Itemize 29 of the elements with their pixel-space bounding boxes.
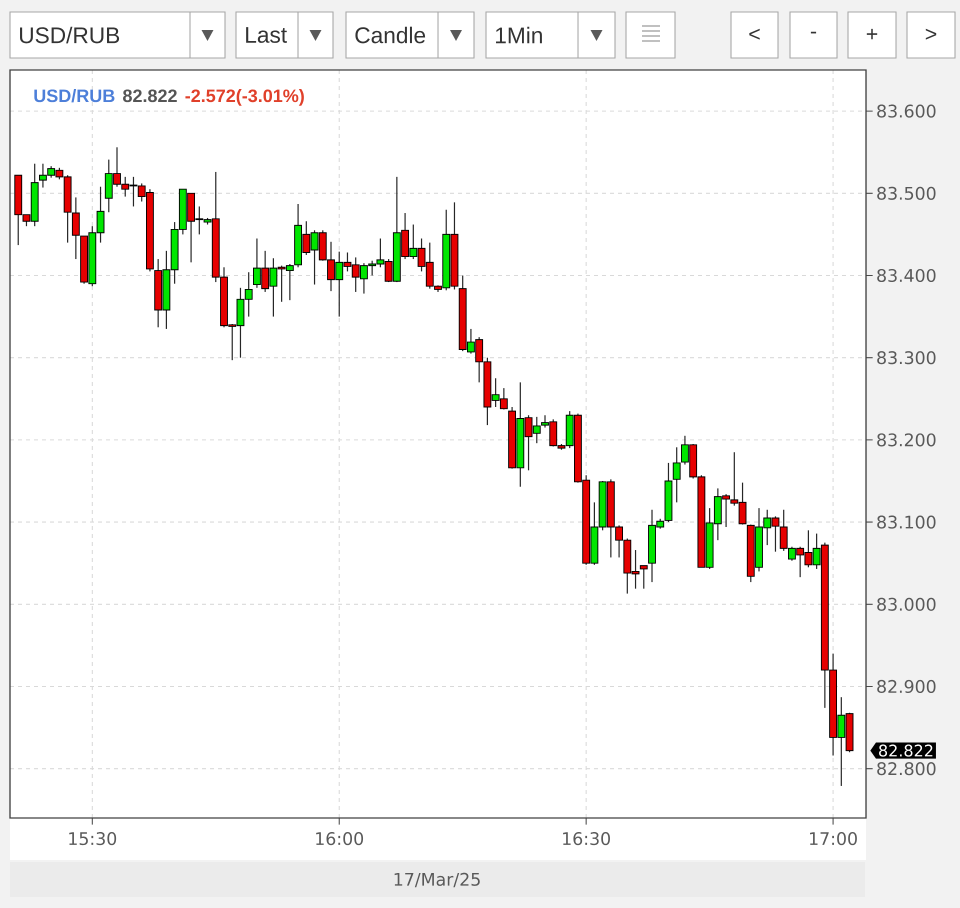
candlestick [672, 446, 681, 503]
y-tick-label: 83.400 [877, 268, 936, 282]
candlestick [640, 565, 648, 590]
text: Last [246, 27, 287, 43]
text: USD/RUB [20, 26, 120, 44]
x-tick-label: 15:30 [69, 832, 116, 846]
x-tick-label: 16:00 [316, 832, 364, 846]
text: < [749, 28, 760, 40]
text: - [810, 32, 816, 34]
y-tick-label: 83.300 [877, 351, 936, 364]
text: 1Min [496, 26, 542, 44]
text: USD/RUB [34, 88, 114, 102]
y-tick-label: 83.000 [877, 598, 936, 611]
y-tick-label: 83.100 [877, 516, 936, 529]
y-tick-label: 83.500 [877, 186, 936, 200]
y-tick-label: 82.900 [877, 680, 936, 694]
y-tick-label: 82.800 [877, 762, 936, 776]
y-tick-label: 83.200 [877, 433, 936, 446]
text: 82.822 [123, 89, 177, 102]
text: > [926, 28, 936, 40]
x-tick-label: 17:00 [810, 832, 857, 846]
text: Candle [355, 26, 426, 44]
x-axis-title: 17/Mar/25 [394, 872, 480, 888]
candlestick [72, 196, 80, 260]
x-tick-label: 16:30 [563, 832, 610, 846]
text: 82.822 [879, 744, 932, 757]
y-tick-label: 83.600 [877, 104, 936, 118]
text: + [866, 28, 878, 40]
annotation: -2.572(-3.01%) [185, 88, 304, 106]
